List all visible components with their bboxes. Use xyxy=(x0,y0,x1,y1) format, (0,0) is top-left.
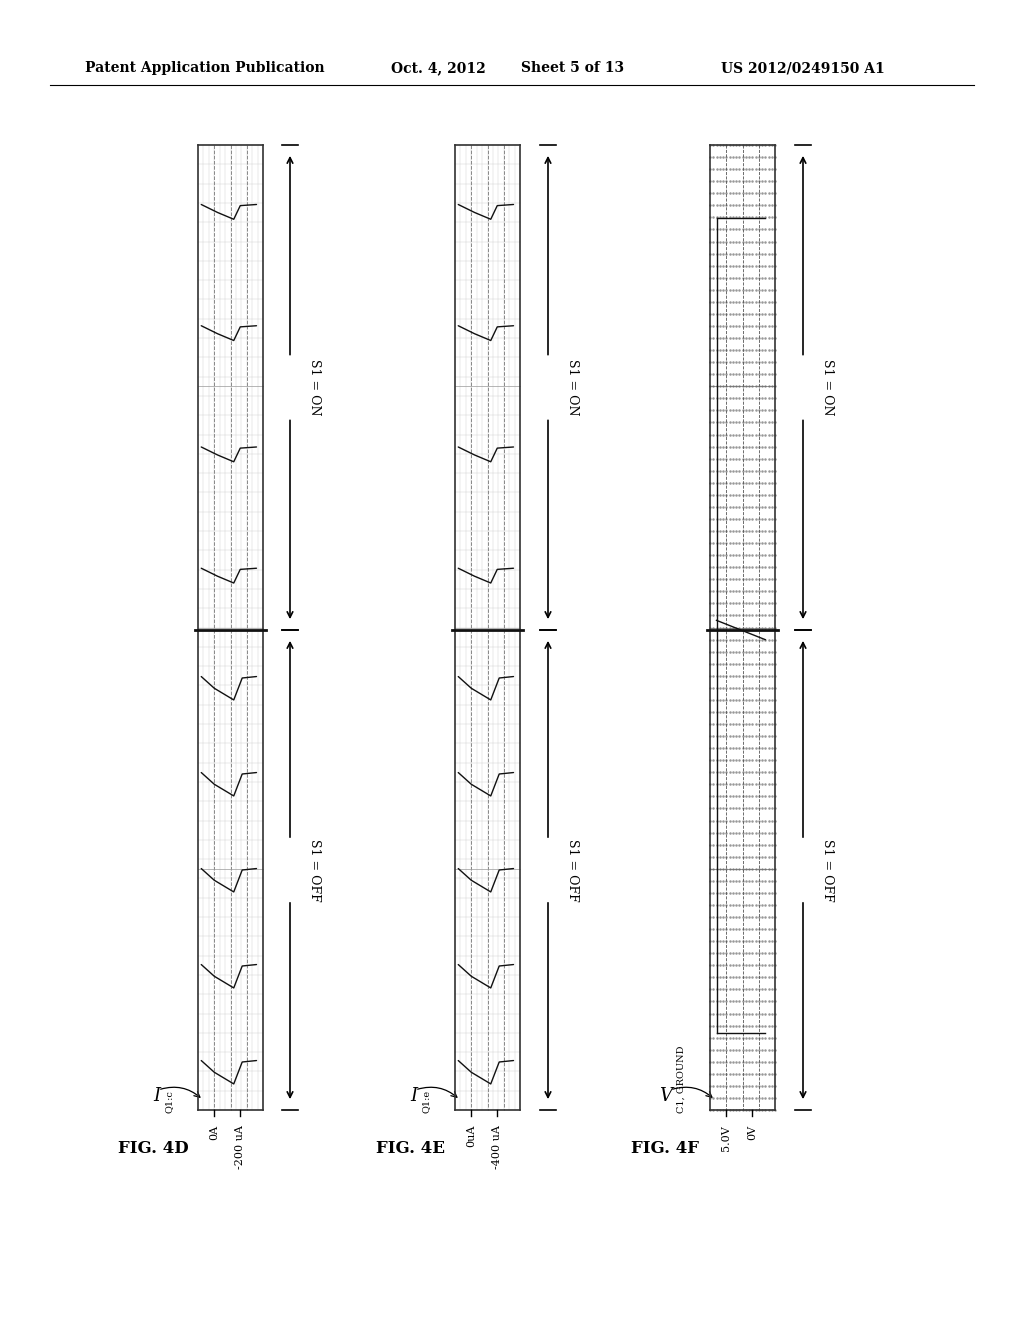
Text: V: V xyxy=(659,1086,672,1105)
Text: 0uA: 0uA xyxy=(466,1125,476,1147)
Text: 5.0V: 5.0V xyxy=(721,1125,731,1151)
Text: I: I xyxy=(153,1086,160,1105)
Text: -400 uA: -400 uA xyxy=(493,1125,502,1170)
Text: FIG. 4D: FIG. 4D xyxy=(118,1140,188,1158)
Text: C1, GROUND: C1, GROUND xyxy=(677,1045,686,1113)
Text: 0A: 0A xyxy=(209,1125,219,1140)
Text: S1 = ON: S1 = ON xyxy=(566,359,579,416)
Text: Patent Application Publication: Patent Application Publication xyxy=(85,61,325,75)
Text: Oct. 4, 2012: Oct. 4, 2012 xyxy=(390,61,485,75)
Text: Sheet 5 of 13: Sheet 5 of 13 xyxy=(521,61,625,75)
Text: FIG. 4F: FIG. 4F xyxy=(631,1140,699,1158)
Text: Q1:e: Q1:e xyxy=(422,1090,431,1113)
Text: -200 uA: -200 uA xyxy=(236,1125,246,1170)
Text: US 2012/0249150 A1: US 2012/0249150 A1 xyxy=(721,61,885,75)
Text: S1 = ON: S1 = ON xyxy=(821,359,834,416)
Text: I: I xyxy=(410,1086,417,1105)
Text: Q1:c: Q1:c xyxy=(165,1090,174,1113)
Text: S1 = OFF: S1 = OFF xyxy=(821,838,834,902)
Text: S1 = OFF: S1 = OFF xyxy=(566,838,579,902)
Text: 0V: 0V xyxy=(748,1125,758,1140)
Text: S1 = OFF: S1 = OFF xyxy=(308,838,321,902)
Text: S1 = ON: S1 = ON xyxy=(308,359,321,416)
Text: FIG. 4E: FIG. 4E xyxy=(376,1140,444,1158)
